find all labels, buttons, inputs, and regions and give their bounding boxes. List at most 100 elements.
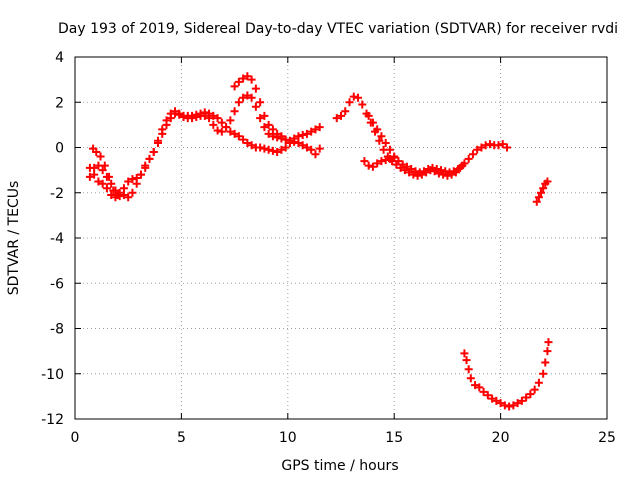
data-point-arc-6 [402, 162, 411, 171]
data-point-arc-2 [175, 110, 184, 119]
data-point-arc-1 [277, 145, 286, 154]
y-tick-label: -12 [41, 412, 64, 428]
data-point-arc-8 [539, 184, 548, 193]
data-point-arc-4 [247, 75, 256, 84]
data-point-arc-9 [475, 383, 484, 392]
data-point-arc-4 [251, 84, 260, 93]
data-point-arc-2 [315, 144, 324, 153]
data-point-arc-9 [513, 399, 522, 408]
data-point-arc-2 [213, 126, 222, 135]
data-point-arc-9 [544, 338, 553, 347]
x-tick-label: 0 [71, 430, 80, 446]
data-point-arc-2 [192, 112, 201, 121]
data-point-arc-1 [268, 146, 277, 155]
data-point-arc-1 [124, 177, 133, 186]
data-point-arc-4 [234, 77, 243, 86]
data-point-arc-5 [485, 140, 494, 149]
data-point-arc-5 [473, 145, 482, 154]
data-point-arc-5 [354, 93, 363, 102]
data-point-arc-9 [462, 356, 471, 365]
data-point-arc-2 [290, 137, 299, 146]
data-point-arc-2 [256, 114, 265, 123]
data-point-arc-1 [307, 127, 316, 136]
data-point-arc-1 [213, 114, 222, 123]
data-point-arc-1 [273, 148, 282, 157]
data-point-arc-1 [294, 132, 303, 141]
data-point-arc-7 [373, 159, 382, 168]
data-point-arc-1 [234, 132, 243, 141]
data-point-arc-1 [226, 127, 235, 136]
data-point-arc-6 [381, 138, 390, 147]
data-point-arc-2 [162, 120, 171, 129]
x-tick-label: 10 [279, 430, 297, 446]
data-point-arc-2 [90, 163, 99, 172]
y-tick-label: 4 [55, 50, 64, 66]
data-point-arc-6 [415, 168, 424, 177]
data-point-arc-7 [368, 162, 377, 171]
data-point-arc-9 [543, 347, 552, 356]
data-point-arc-6 [407, 164, 416, 173]
data-point-arc-1 [217, 118, 226, 127]
data-point-arc-6 [445, 168, 454, 177]
data-point-arc-9 [483, 391, 492, 400]
data-point-arc-5 [477, 143, 486, 152]
data-point-arc-2 [251, 102, 260, 111]
x-axis-label: GPS time / hours [281, 458, 398, 474]
data-point-arc-5 [502, 143, 511, 152]
data-point-arc-2 [171, 109, 180, 118]
data-point-arc-4 [230, 82, 239, 91]
data-point-arc-5 [337, 111, 345, 120]
data-point-arc-6 [454, 164, 463, 173]
data-point-arc-1 [311, 125, 320, 134]
data-point-arc-2 [166, 114, 175, 123]
data-point-arc-1 [247, 141, 256, 150]
data-point-arc-5 [341, 107, 350, 116]
data-point-arc-4 [256, 98, 265, 107]
data-point-arc-2 [132, 179, 141, 188]
data-point-arc-1 [128, 175, 137, 184]
data-point-arc-2 [281, 135, 290, 144]
data-point-arc-2 [209, 120, 218, 129]
data-point-arc-2 [230, 107, 239, 116]
data-point-arc-2 [98, 166, 107, 175]
data-point-arc-2 [179, 112, 188, 121]
x-tick-label: 20 [492, 430, 510, 446]
data-point-arc-8 [537, 188, 546, 197]
data-point-arc-6 [373, 125, 382, 134]
data-point-arc-2 [136, 170, 145, 179]
y-tick-label: 2 [55, 95, 64, 111]
data-point-arc-9 [500, 401, 509, 410]
x-tick-label: 5 [177, 430, 186, 446]
plot-frame [74, 56, 608, 420]
data-point-arc-7 [390, 153, 399, 162]
data-point-arc-9 [479, 387, 488, 396]
data-point-arc-4 [239, 74, 248, 83]
data-point-arc-9 [522, 393, 531, 402]
data-point-arc-4 [260, 111, 269, 120]
data-point-arc-2 [145, 154, 154, 163]
data-point-arc-8 [532, 197, 541, 206]
data-point-arc-5 [494, 141, 503, 150]
data-point-arc-5 [498, 140, 507, 149]
data-point-arc-9 [471, 381, 480, 390]
data-point-arc-2 [158, 129, 167, 138]
data-point-arc-2 [124, 193, 133, 202]
data-point-arc-6 [428, 163, 437, 172]
data-point-arc-7 [385, 154, 394, 163]
data-point-arc-7 [360, 157, 369, 166]
y-tick-label: -6 [50, 276, 64, 292]
data-point-arc-2 [149, 148, 158, 157]
data-point-arc-2 [205, 114, 214, 123]
data-point-arc-4 [273, 129, 282, 138]
data-point-arc-2 [128, 188, 137, 197]
data-point-arc-2 [107, 179, 116, 188]
data-point-arc-1 [298, 131, 307, 140]
y-tick-label: -8 [50, 322, 64, 338]
data-point-arc-6 [394, 157, 403, 166]
data-point-arc-3 [105, 172, 114, 181]
data-point-arc-1 [264, 145, 273, 154]
data-point-arc-2 [188, 114, 197, 123]
data-point-arc-8 [543, 177, 552, 186]
